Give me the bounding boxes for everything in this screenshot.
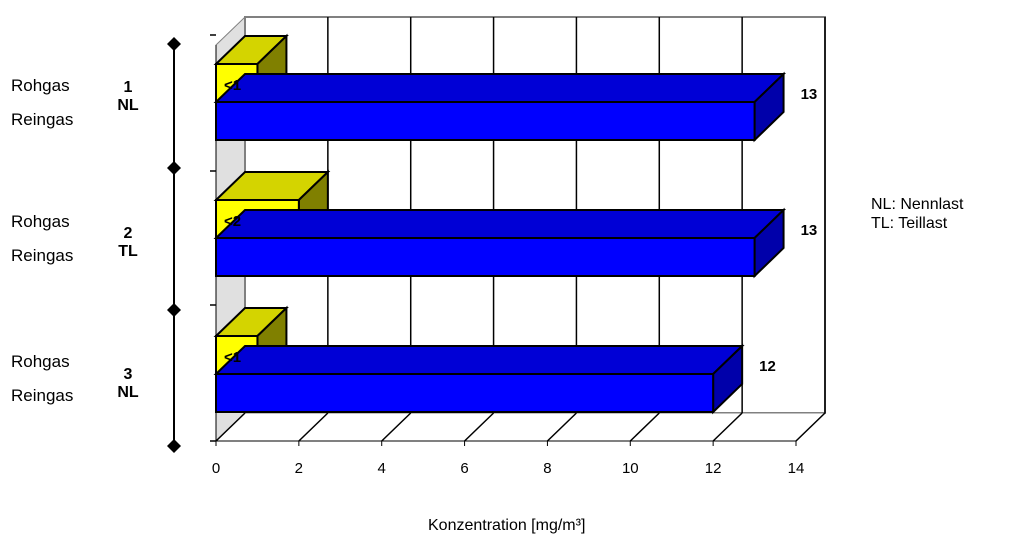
chart-labels: 0 2 4 6 8 10 12 14 <1 13 <2 13 <1 12 bbox=[212, 77, 817, 477]
group-label: 2 TL bbox=[108, 225, 148, 261]
floor-grid-0 bbox=[215, 412, 246, 442]
legend-note-nl: NL: Nennlast bbox=[871, 196, 964, 213]
group-id: 1 bbox=[123, 79, 133, 96]
row-label-rohgas: Rohgas bbox=[11, 212, 70, 231]
floor-grid-10 bbox=[629, 412, 660, 442]
bracket-diamond-1 bbox=[167, 161, 181, 175]
data-label-reingas: <1 bbox=[224, 77, 241, 94]
category-bracket bbox=[167, 37, 181, 453]
group-mode: TL bbox=[118, 243, 138, 260]
data-label-rohgas: 13 bbox=[801, 86, 818, 103]
group-label: 3 NL bbox=[108, 366, 148, 402]
group-mode: NL bbox=[117, 384, 139, 401]
bar-rohgas-1-front bbox=[215, 101, 756, 141]
floor-grid-4 bbox=[381, 412, 412, 442]
floor-grid-14 bbox=[795, 412, 826, 442]
x-tick-label: 14 bbox=[788, 460, 805, 477]
group-mode: NL bbox=[117, 97, 139, 114]
row-label-reingas: Reingas bbox=[11, 246, 74, 265]
bracket-diamond-3 bbox=[167, 439, 181, 453]
bracket-diamond-0 bbox=[167, 37, 181, 51]
x-axis-label: Konzentration [mg/m³] bbox=[428, 517, 586, 534]
bar-rohgas-3-top bbox=[213, 345, 745, 375]
bar-rohgas-3 bbox=[213, 343, 745, 415]
floor-grid-8 bbox=[546, 412, 577, 442]
data-label-rohgas: 13 bbox=[801, 222, 818, 239]
bar-rohgas-1-top bbox=[213, 73, 787, 103]
bar-rohgas-1 bbox=[213, 71, 787, 143]
floor-grid-6 bbox=[464, 412, 495, 442]
bar-rohgas-2-front bbox=[215, 237, 756, 277]
group-id: 2 bbox=[123, 225, 133, 242]
group-id: 3 bbox=[123, 366, 133, 383]
legend-note-tl: TL: Teillast bbox=[871, 215, 948, 232]
data-label-reingas: <2 bbox=[224, 213, 241, 230]
row-label-rohgas: Rohgas bbox=[11, 352, 70, 371]
x-tick-label: 8 bbox=[543, 460, 551, 477]
bar-rohgas-2-top bbox=[213, 209, 787, 239]
floor-grid-12 bbox=[712, 412, 743, 442]
floor bbox=[214, 412, 827, 442]
bar-rohgas-2 bbox=[213, 207, 787, 279]
bar-rohgas-3-front bbox=[215, 373, 715, 413]
group-label: 1 NL bbox=[108, 79, 148, 115]
x-tick-label: 12 bbox=[705, 460, 722, 477]
x-tick-label: 0 bbox=[212, 460, 220, 477]
x-tick-label: 10 bbox=[622, 460, 639, 477]
row-label-reingas: Reingas bbox=[11, 110, 74, 129]
bracket-diamond-2 bbox=[167, 303, 181, 317]
chart-bars bbox=[213, 33, 787, 415]
floor-grid-2 bbox=[298, 412, 329, 442]
legend-note: NL: Nennlast TL: Teillast bbox=[871, 195, 964, 233]
row-label-reingas: Reingas bbox=[11, 386, 74, 405]
data-label-reingas: <1 bbox=[224, 349, 241, 366]
x-tick-label: 4 bbox=[378, 460, 386, 477]
x-tick-label: 6 bbox=[460, 460, 468, 477]
data-label-rohgas: 12 bbox=[759, 358, 776, 375]
x-tick-label: 2 bbox=[295, 460, 303, 477]
row-label-rohgas: Rohgas bbox=[11, 76, 70, 95]
